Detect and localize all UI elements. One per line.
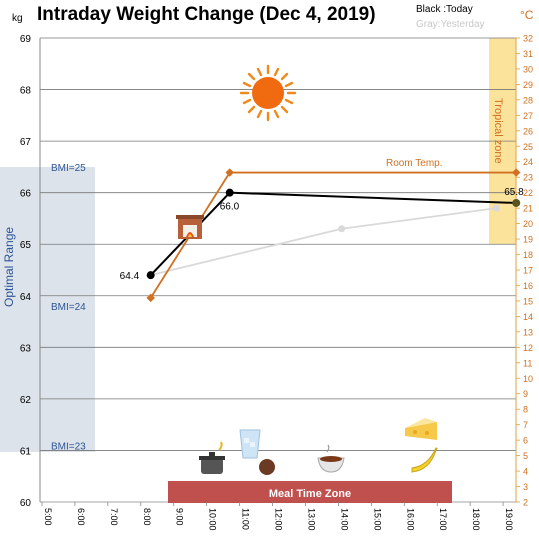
onigiri-icon — [259, 459, 275, 475]
point-today — [512, 198, 521, 207]
soup-bowl-icon — [317, 444, 345, 473]
y2-tick-label: 3 — [523, 482, 528, 492]
y2-tick-label: 24 — [523, 157, 533, 167]
y2-tick-label: 29 — [523, 80, 533, 90]
y-tick-label: 63 — [20, 343, 32, 354]
x-tick-label: 6:00 — [76, 508, 86, 526]
y2-tick-label: 31 — [523, 49, 533, 59]
x-tick-label: 15:00 — [372, 508, 382, 531]
bmi-label: BMI=25 — [51, 163, 86, 174]
y-tick-label: 67 — [20, 137, 32, 148]
legend-yesterday: Gray:Yesterday — [416, 19, 485, 30]
bmi-label: BMI=23 — [51, 441, 86, 452]
right-unit-label: °C — [520, 8, 534, 22]
bmi-label: BMI=24 — [51, 302, 86, 313]
y-tick-label: 62 — [20, 395, 32, 406]
x-tick-label: 11:00 — [241, 508, 251, 530]
y2-tick-label: 23 — [523, 173, 533, 183]
y2-tick-label: 26 — [523, 126, 533, 136]
y2-tick-label: 14 — [523, 312, 533, 322]
pot-icon — [199, 441, 225, 474]
y-tick-label: 65 — [20, 240, 32, 251]
point-today — [146, 271, 155, 280]
y2-tick-label: 15 — [523, 296, 533, 306]
point-yesterday — [492, 204, 500, 212]
y2-tick-label: 4 — [523, 467, 528, 477]
x-tick-label: 18:00 — [471, 508, 481, 531]
y2-tick-label: 19 — [523, 235, 533, 245]
y-tick-label: 60 — [20, 498, 32, 509]
x-tick-label: 16:00 — [405, 508, 415, 531]
y2-tick-label: 32 — [523, 34, 533, 44]
bmi-labels: BMI=25 BMI=24 BMI=23 — [51, 163, 86, 452]
room-temp-label: Room Temp. — [386, 158, 443, 169]
point-room-temp — [225, 168, 234, 177]
series-layer: 64.4 66.0 65.8 — [120, 168, 524, 303]
data-label: 65.8 — [504, 187, 524, 198]
left-unit-label: kg — [12, 13, 23, 24]
point-today — [225, 188, 234, 197]
y-tick-label: 68 — [20, 86, 32, 97]
meal-time-zone-label: Meal Time Zone — [269, 488, 351, 500]
tropical-zone-label: Tropical zone — [492, 98, 504, 164]
y-tick-label: 61 — [20, 446, 32, 457]
y2-tick-label: 5 — [523, 451, 528, 461]
y2-tick-label: 21 — [523, 204, 533, 214]
x-tick-label: 5:00 — [43, 508, 53, 526]
series-line-today — [149, 191, 517, 276]
y2-tick-label: 17 — [523, 266, 533, 276]
y2-tick-label: 18 — [523, 250, 533, 260]
y-tick-label: 69 — [20, 34, 32, 45]
y2-tick-label: 12 — [523, 343, 533, 353]
fireplace-icon — [176, 215, 204, 239]
y-tick-label: 64 — [20, 292, 32, 303]
y2-tick-label: 30 — [523, 64, 533, 74]
x-tick-label: 8:00 — [142, 508, 152, 526]
meal-time-zone-bar — [168, 481, 452, 503]
x-tick-label: 14:00 — [339, 508, 349, 531]
y2-tick-label: 9 — [523, 389, 528, 399]
y2-tick-label: 25 — [523, 142, 533, 152]
legend-today: Black :Today — [416, 4, 473, 15]
sun-icon — [239, 64, 297, 122]
axis-ticks: 6061626364656667686923456789101112131415… — [20, 34, 533, 531]
y2-tick-label: 28 — [523, 95, 533, 105]
water-glass-icon — [239, 429, 261, 459]
cheese-icon — [405, 418, 437, 440]
y2-tick-label: 6 — [523, 436, 528, 446]
y2-tick-label: 8 — [523, 405, 528, 415]
x-tick-label: 10:00 — [208, 508, 218, 531]
y2-tick-label: 27 — [523, 111, 533, 121]
data-label: 64.4 — [120, 271, 140, 282]
y2-tick-label: 10 — [523, 374, 533, 384]
y2-tick-label: 2 — [523, 498, 528, 508]
banana-icon — [411, 447, 438, 473]
x-tick-label: 9:00 — [175, 508, 185, 526]
x-tick-label: 19:00 — [504, 508, 514, 531]
y2-tick-label: 16 — [523, 281, 533, 291]
gridlines — [40, 37, 516, 503]
y2-tick-label: 22 — [523, 188, 533, 198]
optimal-range-label: Optimal Range — [2, 227, 16, 307]
series-line-room-temp — [149, 171, 517, 299]
point-room-temp — [146, 293, 155, 303]
point-yesterday — [338, 225, 346, 233]
data-label: 66.0 — [220, 202, 240, 213]
y2-tick-label: 7 — [523, 420, 528, 430]
y-tick-label: 66 — [20, 189, 32, 200]
chart-title: Intraday Weight Change (Dec 4, 2019) — [37, 4, 376, 25]
x-tick-label: 12:00 — [274, 508, 284, 531]
x-tick-label: 17:00 — [438, 508, 448, 531]
y2-tick-label: 11 — [523, 358, 532, 368]
optimal-range-band — [0, 167, 95, 452]
x-tick-label: 13:00 — [306, 508, 316, 531]
y2-tick-label: 20 — [523, 219, 533, 229]
x-tick-label: 7:00 — [109, 508, 119, 526]
y2-tick-label: 13 — [523, 327, 533, 337]
